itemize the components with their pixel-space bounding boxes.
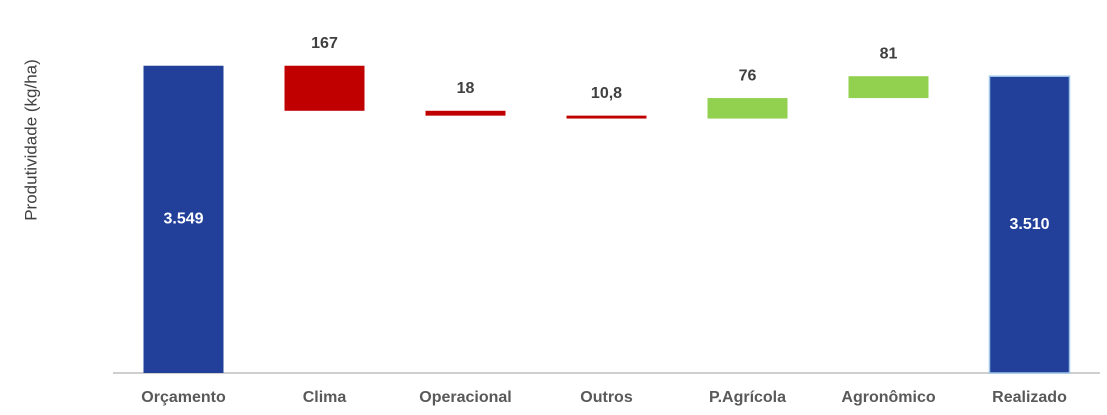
total-bar <box>988 75 1071 374</box>
data-label: 10,8 <box>591 85 622 102</box>
delta-bar <box>566 115 647 119</box>
x-tick-label: P.Agrícola <box>709 389 786 406</box>
data-label: 3.549 <box>163 211 203 228</box>
data-label: 81 <box>880 45 898 62</box>
delta-bar <box>707 98 788 119</box>
x-tick-label: Outros <box>580 389 633 406</box>
data-label: 18 <box>457 80 475 97</box>
x-tick-label: Realizado <box>992 389 1067 406</box>
x-tick-label: Agronômico <box>841 389 935 406</box>
total-bar <box>143 65 224 373</box>
x-tick-label: Orçamento <box>141 389 226 406</box>
delta-bar <box>848 76 929 99</box>
data-label: 3.510 <box>1009 216 1049 233</box>
delta-bar <box>425 110 506 116</box>
data-label: 76 <box>739 67 757 84</box>
x-tick-label: Clima <box>303 389 347 406</box>
x-tick-label: Operacional <box>419 389 511 406</box>
delta-bar <box>284 65 365 111</box>
y-axis-label: Produtividade (kg/ha) <box>21 59 40 221</box>
data-label: 167 <box>311 35 338 52</box>
